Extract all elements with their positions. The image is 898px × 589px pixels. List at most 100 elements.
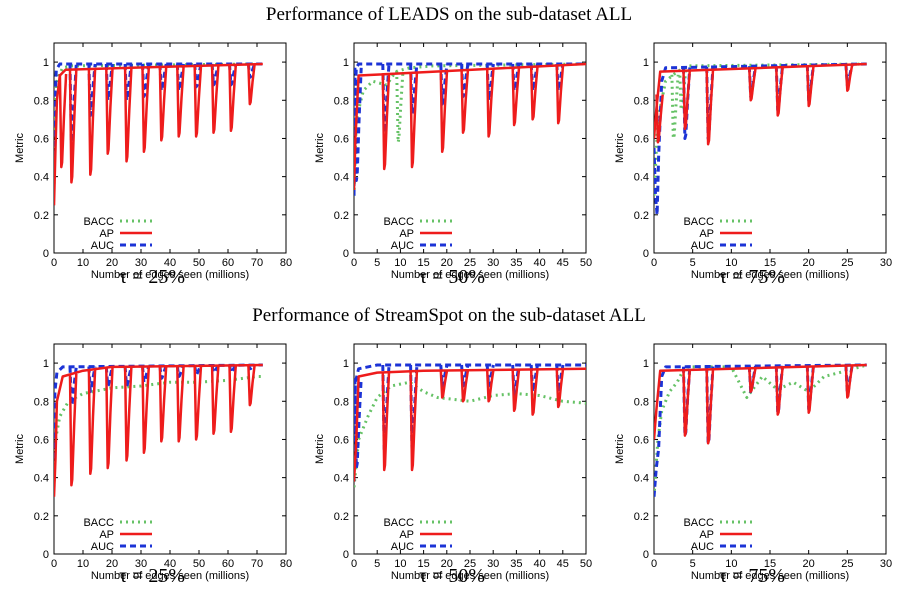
x-tick-label: 45 (557, 558, 569, 570)
legend-label-bacc: BACC (683, 216, 714, 228)
series-dip-ap (748, 68, 757, 102)
x-tick-label: 45 (557, 257, 569, 269)
y-axis-label: Metric (314, 434, 326, 464)
legend-label-bacc: BACC (83, 517, 114, 529)
x-tick-label: 5 (690, 558, 696, 570)
x-tick-label: 10 (77, 558, 89, 570)
caption-streamspot-tau50: τ = 50% (419, 565, 485, 587)
y-axis-label: Metric (614, 133, 626, 163)
series-dip-ap (439, 370, 449, 399)
series-line-bacc (54, 62, 263, 191)
series-dip-ap (87, 369, 97, 476)
x-tick-label: 30 (135, 257, 147, 269)
y-axis-label: Metric (14, 133, 26, 163)
series-dip-ap (228, 365, 238, 434)
chart-svg: 0 10 20 30 40 50 60 70 80 0 0.2 0.4 0.6 0.8 1 Number of… (14, 343, 292, 582)
chart-leads-tau75: 0 5 10 15 20 25 30 0 0.2 0.4 0.6 0.8 1 Number of edge… (600, 30, 898, 285)
series-dip-ap (228, 64, 238, 133)
x-tick-label: 20 (803, 558, 815, 570)
series-group (654, 62, 867, 217)
x-axis-label: Number of edges seen (millions) (391, 269, 549, 281)
x-tick-label: 50 (193, 558, 205, 570)
series-dip-ap (87, 68, 97, 176)
y-axis-label: Metric (614, 434, 626, 464)
legend-label-bacc: BACC (383, 517, 414, 529)
series-dip-ap (193, 65, 203, 138)
y-tick-label: 1 (43, 358, 49, 370)
chart-streamspot-tau75: 0 5 10 15 20 25 30 0 0.2 0.4 0.6 0.8 1 Number of edge… (600, 331, 898, 586)
caption-leads-tau75: τ = 75% (719, 266, 785, 288)
legend-label-bacc: BACC (383, 216, 414, 228)
series-dip-ap (485, 68, 495, 138)
x-tick-label: 40 (533, 257, 545, 269)
legend-label-bacc: BACC (683, 517, 714, 529)
y-tick-label: 0.8 (334, 396, 349, 408)
y-tick-label: 0.6 (34, 434, 49, 446)
series-dip-ap (806, 366, 815, 414)
legend-label-auc: AUC (691, 240, 714, 252)
chart-leads-tau50: 0 5 10 15 20 25 30 35 40 45 50 0 0.2 0.4 0.6 0.8 1 Number… (300, 30, 600, 285)
series-dip-ap (555, 65, 565, 125)
y-tick-label: 0.6 (634, 434, 649, 446)
x-tick-label: 0 (351, 558, 357, 570)
series-dip-ap (141, 67, 151, 154)
series-dip-ap (511, 369, 521, 413)
y-tick-label: 0.8 (634, 95, 649, 107)
chart-svg: 0 5 10 15 20 25 30 35 40 45 50 0 0.2 0.4 0.6 0.8 1 Number… (314, 343, 592, 582)
x-axis-label: Number of edges seen (millions) (691, 269, 849, 281)
x-tick-label: 15 (417, 558, 429, 570)
series-dip-ap (123, 67, 133, 163)
series-dip-ap (485, 369, 495, 403)
y-tick-label: 0.4 (334, 172, 349, 184)
series-line-ap (654, 62, 867, 139)
series-dip-ap (806, 65, 815, 108)
legend-label-ap: AP (699, 228, 714, 240)
x-tick-label: 40 (164, 257, 176, 269)
x-tick-label: 25 (464, 558, 476, 570)
series-dip-ap (381, 74, 391, 171)
y-tick-label: 0 (643, 248, 649, 260)
legend-label-auc: AUC (91, 240, 114, 252)
x-tick-label: 30 (487, 558, 499, 570)
chart-streamspot-tau50: 0 5 10 15 20 25 30 35 40 45 50 0 0.2 0.4 0.6 0.8 1 Number… (300, 331, 600, 586)
y-tick-label: 1 (643, 358, 649, 370)
legend-label-ap: AP (399, 228, 414, 240)
x-tick-label: 50 (193, 257, 205, 269)
legend-label-auc: AUC (391, 541, 414, 553)
series-dip-ap (158, 66, 168, 142)
section-title-leads: Performance of LEADS on the sub-dataset … (265, 4, 633, 25)
x-tick-label: 20 (441, 257, 453, 269)
series-dip-ap (555, 368, 565, 409)
y-tick-label: 0.2 (334, 511, 349, 523)
y-tick-label: 0.8 (34, 396, 49, 408)
legend-label-ap: AP (99, 228, 114, 240)
y-tick-label: 0.6 (34, 133, 49, 145)
legend-label-auc: AUC (91, 541, 114, 553)
legend-label-ap: AP (699, 529, 714, 541)
x-tick-label: 30 (880, 257, 892, 269)
series-line-bacc (354, 62, 586, 196)
series-group (354, 62, 586, 196)
x-tick-label: 10 (394, 558, 406, 570)
series-dip-ap (511, 67, 521, 127)
y-tick-label: 0.8 (34, 95, 49, 107)
x-tick-label: 10 (725, 558, 737, 570)
y-tick-label: 1 (43, 57, 49, 69)
x-tick-label: 0 (351, 257, 357, 269)
x-tick-label: 10 (725, 257, 737, 269)
x-tick-label: 25 (841, 558, 853, 570)
series-dip-ap (844, 64, 854, 92)
x-tick-label: 10 (77, 257, 89, 269)
x-tick-label: 50 (580, 558, 592, 570)
x-tick-label: 20 (106, 558, 118, 570)
x-tick-label: 20 (106, 257, 118, 269)
x-tick-label: 35 (510, 257, 522, 269)
series-line-ap (54, 363, 263, 497)
x-tick-label: 15 (764, 558, 776, 570)
series-dip-ap (439, 71, 449, 154)
series-dip-ap (655, 94, 664, 144)
series-dip-ap (123, 366, 133, 462)
series-line-auc (654, 363, 867, 497)
series-dip-ap (68, 69, 78, 184)
chart-svg: 0 5 10 15 20 25 30 35 40 45 50 0 0.2 0.4 0.6 0.8 1 Number… (314, 42, 592, 281)
